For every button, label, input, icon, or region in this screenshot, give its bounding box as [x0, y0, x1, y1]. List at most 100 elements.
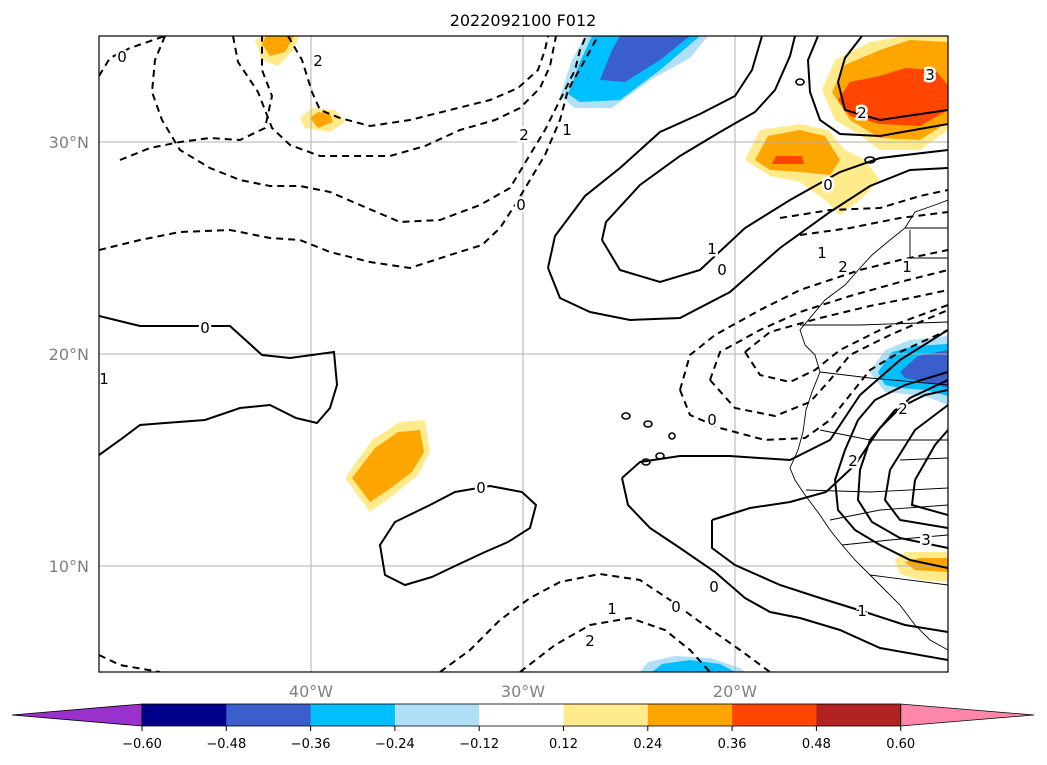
colorbar-cell: [226, 704, 312, 726]
contour-label: 1: [607, 600, 617, 618]
orange-patch-center: [352, 430, 424, 502]
contour-solid: [910, 479, 948, 516]
contour-label: 0: [717, 261, 727, 279]
red-patch-ne: [772, 156, 804, 164]
blue-patch-south: [652, 660, 735, 672]
contour-dashed: [99, 654, 161, 672]
coastline: [789, 199, 948, 651]
contour-lines: [99, 36, 948, 661]
contour-label: 1: [857, 602, 867, 620]
contour-dashed: [709, 269, 948, 381]
island-contours: [621, 78, 876, 466]
contour-label: 1: [817, 244, 827, 262]
contour-solid: [914, 429, 948, 481]
contour-solid: [621, 329, 948, 479]
contour-label: 3: [921, 531, 931, 549]
contour-solid: [883, 469, 948, 529]
latitude-labels: 30°N 20°N 10°N: [49, 133, 89, 576]
contour-dashed: [439, 572, 771, 672]
contour-dashed: [150, 36, 587, 224]
lon-label-30w: 30°W: [501, 682, 545, 701]
colorbar: −0.60 −0.48 −0.36 −0.24 −0.12 0.12 0.24 0.36 0.4…: [11, 703, 1035, 752]
colorbar-cell: [394, 704, 480, 726]
map-title: 2022092100 F012: [450, 11, 597, 30]
lat-label-30n: 30°N: [49, 133, 89, 152]
colorbar-tick-label: −0.48: [206, 737, 246, 752]
colorbar-tick-label: 0.60: [886, 737, 915, 752]
contour-dashed: [519, 616, 711, 672]
contour-label: 2: [857, 104, 867, 122]
contour-solid: [857, 371, 948, 421]
contour-solid: [806, 36, 948, 138]
contour-dashed: [679, 249, 948, 391]
contour-solid: [856, 439, 948, 549]
orange-patch-nw: [262, 36, 294, 56]
colorbar-frame: [141, 703, 902, 727]
contour-solid: [547, 167, 948, 322]
contour-dashed: [679, 329, 948, 442]
colorbar-tick-label: 0.48: [802, 737, 831, 752]
blue-patch-north: [600, 36, 690, 82]
contour-label: 1: [707, 240, 717, 258]
contour-label: 3: [925, 66, 935, 84]
contour-label: 0: [117, 48, 127, 66]
contour-label: 2: [585, 632, 595, 650]
contour-dashed: [744, 289, 948, 353]
contour-dashed: [799, 211, 948, 236]
contour-label: 2: [898, 400, 908, 418]
map-frame: [98, 35, 949, 673]
contour-label: 1: [562, 121, 572, 139]
contour-solid: [869, 389, 948, 441]
longitude-labels: 40°W 30°W 20°W: [289, 682, 757, 701]
contour-label: 2: [519, 126, 529, 144]
colorbar-tick-label: −0.36: [291, 737, 331, 752]
colorbar-tick-label: 0.24: [633, 737, 662, 752]
contour-dashed: [287, 36, 549, 128]
contour-dashed: [119, 36, 274, 161]
lon-label-40w: 40°W: [289, 682, 333, 701]
contour-solid: [711, 520, 948, 633]
lat-label-10n: 10°N: [49, 557, 89, 576]
contour-labels: 0 2 0 2 1 0 1 0 1 2 0 0 0 0 1 2 0 1 2 3: [99, 46, 937, 653]
colorbar-cell: [479, 704, 564, 726]
contour-label: 0: [200, 319, 210, 337]
contour-label: 0: [823, 176, 833, 194]
contour-label: 2: [838, 258, 848, 276]
contour-dashed: [99, 36, 599, 270]
contour-dashed: [232, 36, 557, 157]
contour-solid: [889, 404, 948, 471]
contour-label: 2: [848, 452, 858, 470]
contour-label: 2: [313, 52, 323, 70]
colorbar-cell: [142, 704, 227, 726]
colorbar-cell: [310, 704, 396, 726]
contour-solid: [378, 484, 538, 587]
contour-solid: [711, 379, 948, 521]
colorbar-cell: [563, 704, 649, 726]
colorbar-cell: [732, 704, 817, 726]
contour-label: 0: [709, 578, 719, 596]
contour-dashed: [99, 36, 166, 77]
contour-lines-dashed: [99, 36, 948, 672]
contour-solid: [836, 36, 948, 122]
colorbar-extend-high: [900, 703, 1035, 727]
map-area: 0 2 0 2 1 0 1 0 1 2 0 0 0 0 1 2 0 1 2 3: [98, 35, 949, 673]
contour-label: 1: [902, 258, 912, 276]
contour-solid: [601, 36, 796, 241]
colorbar-tick-label: 0.12: [549, 737, 578, 752]
contour-solid: [99, 315, 339, 456]
contour-dashed: [744, 304, 948, 384]
contour-label: 0: [476, 479, 486, 497]
contour-label: 0: [516, 196, 526, 214]
colorbar-tick-label: −0.60: [122, 737, 162, 752]
red-patch-northeast: [838, 68, 948, 126]
contour-label: 1: [99, 370, 109, 388]
colorbar-extend-low: [11, 703, 143, 727]
lon-label-20w: 20°W: [713, 682, 757, 701]
colorbar-tick-label: 0.36: [718, 737, 747, 752]
contour-label: 0: [671, 598, 681, 616]
contour-solid: [547, 36, 763, 269]
colorbar-tick-label: −0.24: [375, 737, 415, 752]
contour-dashed: [779, 189, 948, 219]
contour-solid: [621, 477, 948, 661]
